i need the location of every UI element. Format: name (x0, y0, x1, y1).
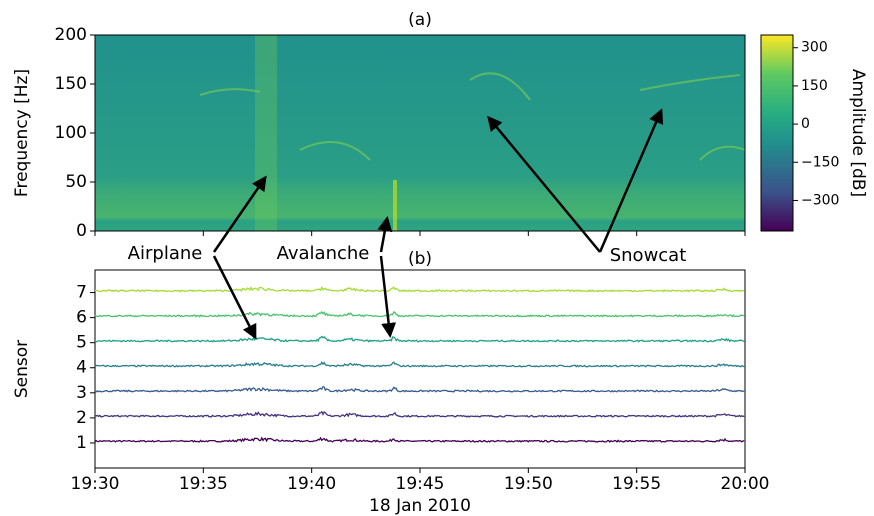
annotation: Avalanche (277, 243, 370, 264)
y-tick-label: 200 (55, 25, 87, 45)
annotation: Airplane (128, 243, 203, 264)
y-tick-label: 6 (76, 308, 87, 328)
colorbar (760, 34, 794, 232)
y-tick-label: 150 (55, 74, 87, 94)
y-tick-label: 4 (76, 358, 87, 378)
x-tick-label: 19:55 (612, 474, 661, 494)
seismic-trace (94, 310, 745, 318)
x-tick-label: 19:45 (396, 474, 445, 494)
x-tick-label: 19:35 (179, 474, 228, 494)
y-tick-label: 3 (76, 383, 87, 403)
annotation: Snowcat (610, 245, 687, 266)
seismic-trace (94, 385, 745, 393)
y-tick-label: 1 (76, 433, 87, 453)
y-axis-label: Sensor (12, 340, 32, 398)
colorbar-tick-label: −300 (801, 192, 839, 208)
arrows (212, 108, 664, 340)
colorbar-tick-label: −150 (801, 154, 839, 170)
x-tick-label: 19:40 (287, 474, 336, 494)
seismic-trace (94, 436, 745, 443)
panel-title: (b) (408, 249, 432, 269)
y-tick-label: 5 (76, 333, 87, 353)
y-tick-label: 2 (76, 408, 87, 428)
y-axis-label: Frequency [Hz] (12, 69, 32, 197)
annotations: Airplane Avalanche Snowcat (128, 108, 687, 340)
airplane-streak (255, 35, 277, 231)
y-tick-label: 0 (76, 221, 87, 241)
y-tick-label: 100 (55, 123, 87, 143)
panel-b: (b) Sensor 18 Jan 2010 19:30 19:35 19:40 19… (12, 249, 770, 516)
snowcat-traces (199, 72, 746, 161)
x-tick-label: 20:00 (721, 474, 770, 494)
seismic-trace (94, 361, 745, 368)
x-tick-label: 19:30 (71, 474, 120, 494)
colorbar-label: Amplitude [dB] (848, 69, 868, 197)
colorbar-tick-label: 300 (801, 40, 828, 56)
panel-a: (a) Frequency [Hz] Amplitude [dB] 0 50 100… (12, 10, 868, 241)
y-tick-label: 7 (76, 283, 87, 303)
seismic-trace (94, 335, 745, 343)
colorbar-tick-label: 0 (801, 116, 810, 132)
x-tick-label: 19:50 (504, 474, 553, 494)
axes-frame (94, 269, 746, 469)
colorbar-tick-label: 150 (801, 78, 828, 94)
panel-title: (a) (408, 10, 432, 30)
x-axis-label: 18 Jan 2010 (369, 496, 471, 516)
spectrogram-image (95, 35, 745, 231)
avalanche-streak (393, 180, 397, 231)
seismic-trace (94, 285, 745, 293)
y-tick-label: 50 (65, 172, 87, 192)
seismic-trace (94, 410, 745, 418)
